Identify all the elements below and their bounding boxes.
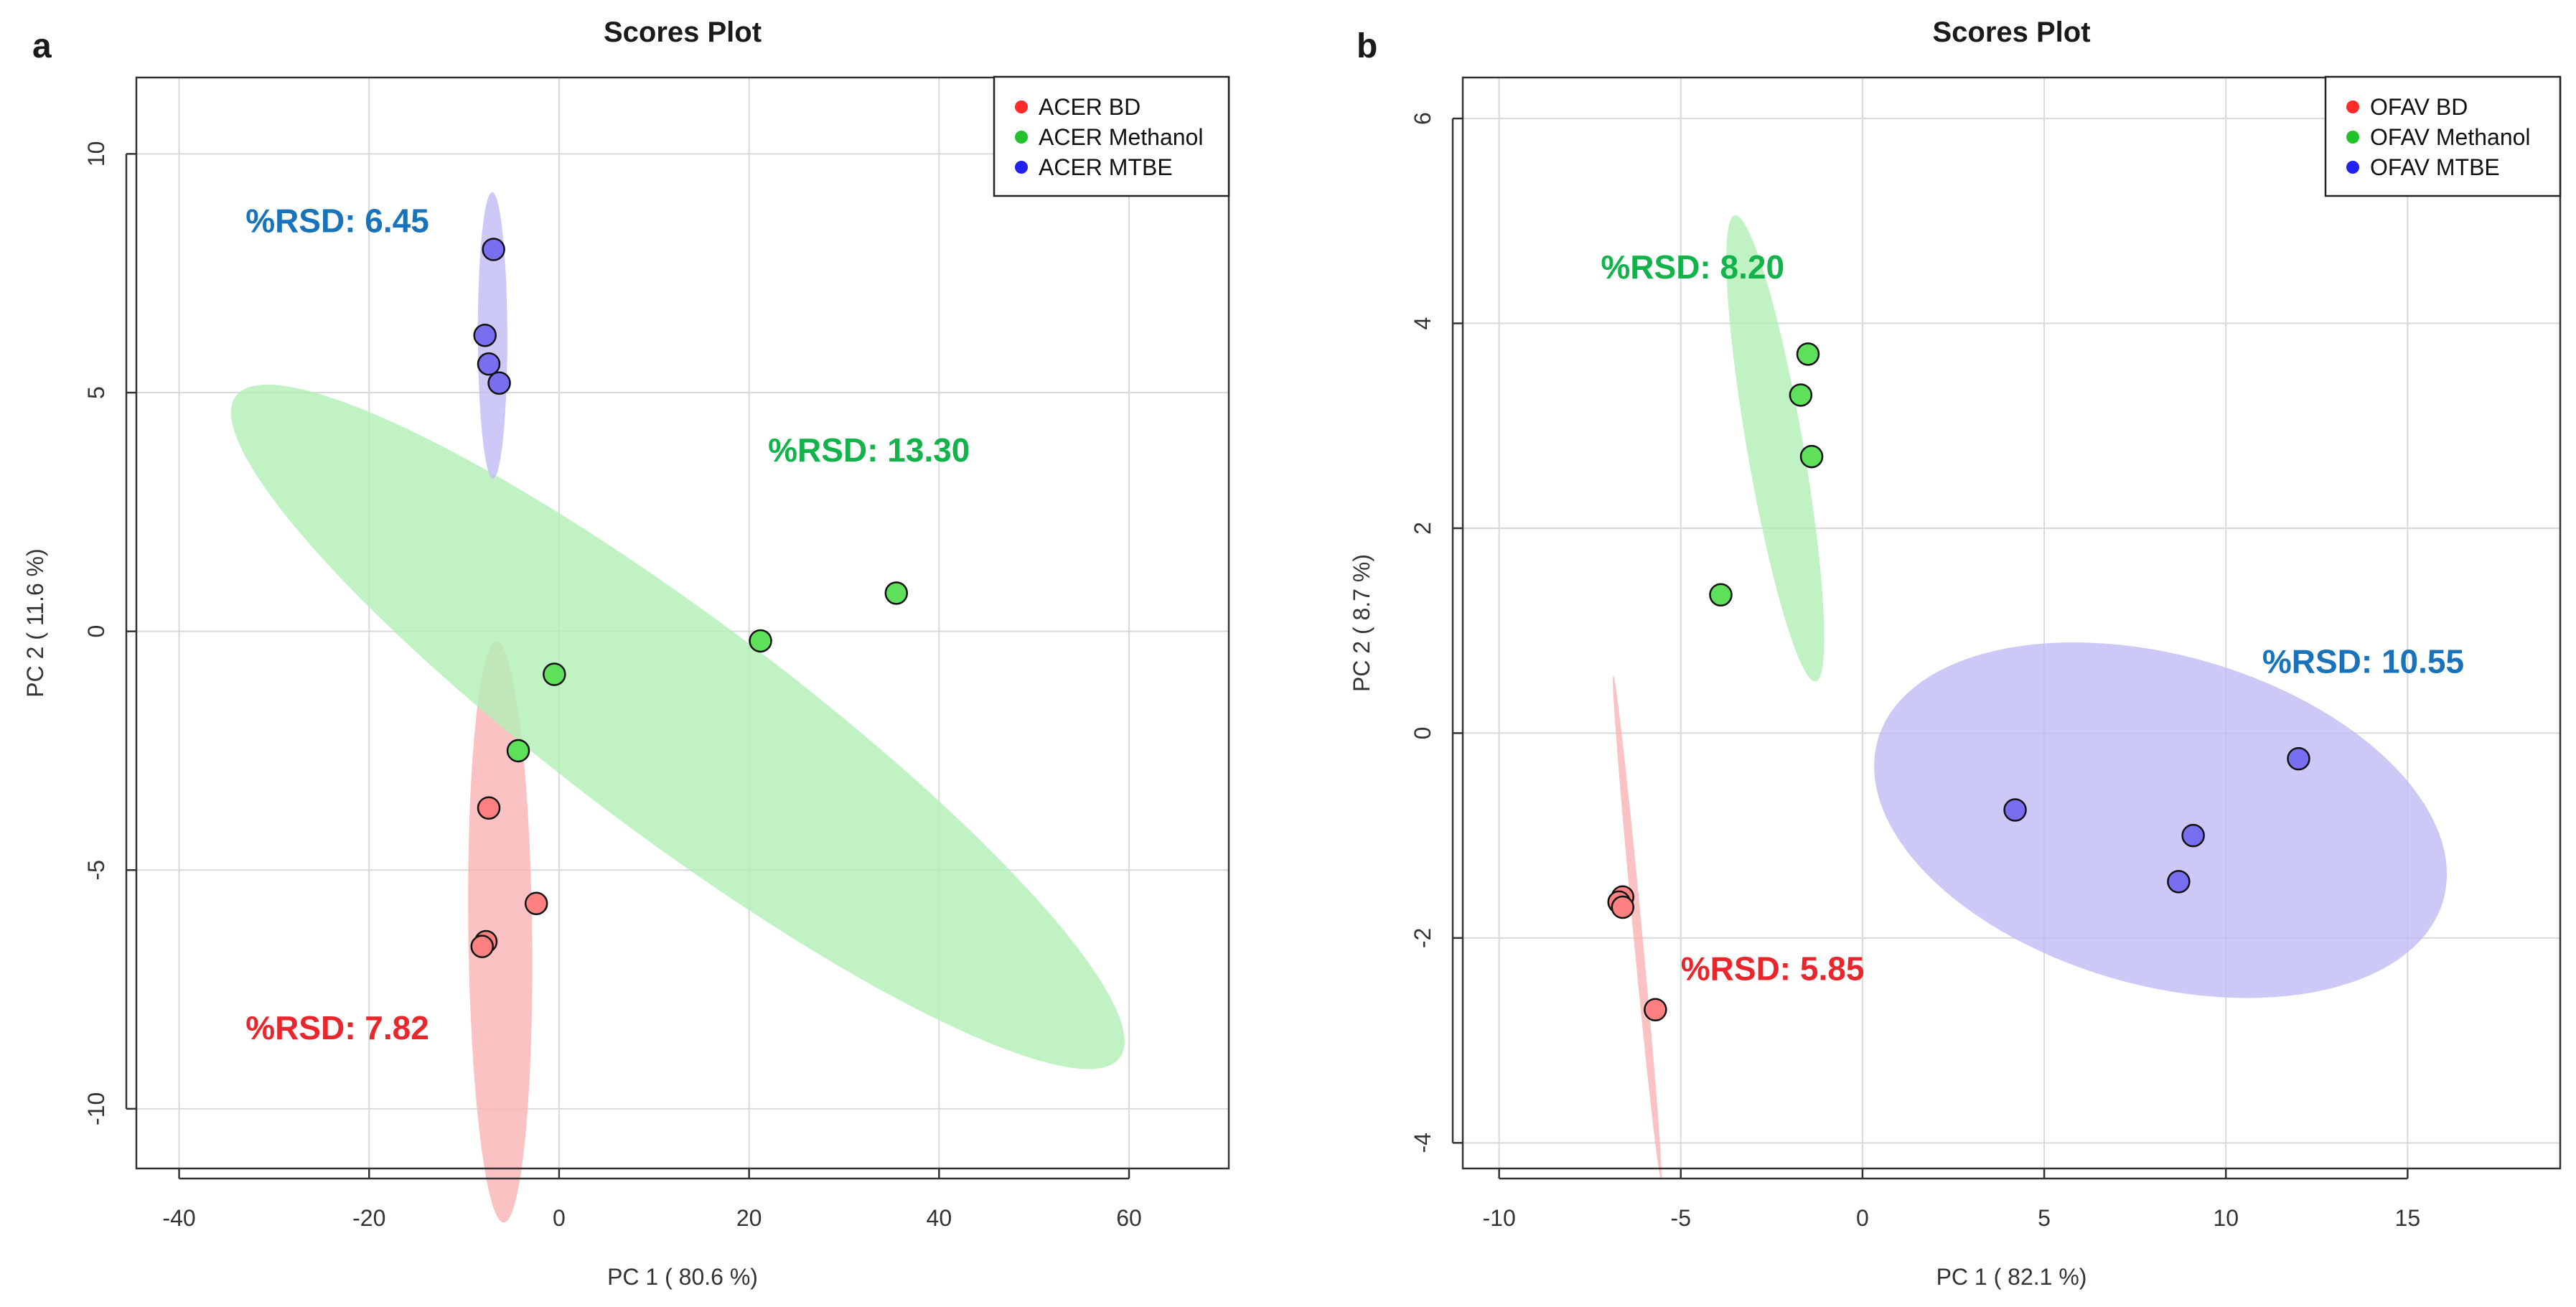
data-point-2: [2181, 823, 2205, 848]
confidence-ellipse-0: [1613, 675, 1662, 1181]
y-tick-label: -4: [1410, 1133, 1435, 1153]
x-tick-label: 60: [1116, 1205, 1142, 1231]
x-tick-label: 0: [1856, 1205, 1869, 1231]
rsd-annotation: %RSD: 5.85: [1681, 950, 1865, 988]
y-axis-label: PC 2 ( 8.7 %): [1349, 554, 1374, 692]
x-tick-label: 20: [736, 1205, 762, 1231]
x-tick-label: 40: [927, 1205, 952, 1231]
x-tick-label: -20: [352, 1205, 385, 1231]
data-point-2: [473, 323, 497, 347]
confidence-ellipse-0: [468, 642, 533, 1223]
y-tick-label: 0: [1410, 727, 1435, 740]
legend: ACER BD ACER Methanol ACER MTBE: [993, 75, 1230, 197]
confidence-ellipse-1: [230, 384, 1125, 1069]
x-tick-label: 0: [553, 1205, 566, 1231]
y-tick-label: 4: [1410, 317, 1435, 330]
y-tick-label: -2: [1410, 928, 1435, 948]
y-tick-label: 0: [83, 625, 109, 638]
legend-label: OFAV MTBE: [2370, 154, 2500, 180]
data-point-2: [482, 238, 505, 261]
confidence-ellipse-1: [1726, 215, 1825, 682]
plot-frame: [1461, 76, 2562, 1170]
confidence-ellipse-2: [1874, 642, 2448, 998]
panel-label: b: [1357, 27, 1377, 65]
y-tick-label: 6: [1410, 112, 1435, 125]
legend-label: OFAV Methanol: [2370, 124, 2531, 150]
y-tick-label: 5: [83, 386, 109, 399]
chart-title: Scores Plot: [1932, 17, 2090, 48]
panel-label: a: [32, 27, 52, 65]
rsd-annotation: %RSD: 7.82: [245, 1009, 429, 1046]
x-tick-label: 15: [2395, 1205, 2421, 1231]
data-point-1: [1709, 583, 1733, 607]
data-point-2: [2003, 798, 2027, 822]
data-point-1: [749, 629, 772, 653]
legend-box: [2324, 75, 2562, 197]
y-tick-label: 10: [83, 141, 109, 167]
scores-plot-panel-b: b Scores Plot %RSD: 5.85 %RSD: 8.20 %RSD: 10…: [1349, 17, 2562, 1290]
legend-marker-2: [1015, 161, 1028, 174]
rsd-annotation: %RSD: 10.55: [2262, 643, 2464, 680]
data-point-2: [487, 371, 511, 395]
x-axis-label: PC 1 ( 80.6 %): [607, 1264, 758, 1290]
data-point-2: [2287, 746, 2310, 771]
rsd-annotation: %RSD: 13.30: [768, 431, 970, 469]
rsd-annotation: %RSD: 8.20: [1601, 248, 1784, 286]
data-point-0: [1611, 895, 1635, 919]
data-point-0: [1644, 998, 1667, 1022]
data-point-1: [506, 739, 530, 763]
x-axis-label: PC 1 ( 82.1 %): [1936, 1264, 2087, 1290]
data-point-2: [477, 352, 501, 376]
legend-marker-2: [2346, 161, 2359, 174]
legend-marker-1: [1015, 131, 1028, 144]
data-point-0: [477, 796, 501, 820]
legend-marker-1: [2346, 131, 2359, 144]
data-point-1: [1796, 342, 1820, 366]
x-tick-label: 10: [2213, 1205, 2239, 1231]
x-tick-label: -40: [162, 1205, 195, 1231]
scores-plot-panel-a: a Scores Plot %RSD: 7.82 %RSD: 13.30 %RSD: 6…: [22, 17, 1230, 1290]
legend-box: [993, 75, 1230, 197]
data-point-0: [470, 934, 494, 958]
y-tick-label: -10: [83, 1092, 109, 1125]
legend-label: ACER MTBE: [1039, 154, 1173, 180]
data-point-1: [1799, 444, 1824, 469]
y-tick-label: -5: [83, 860, 109, 880]
legend-marker-0: [2346, 100, 2359, 113]
y-tick-label: 2: [1410, 522, 1435, 535]
plot-frame: [135, 76, 1230, 1170]
data-point-1: [884, 581, 909, 605]
data-point-1: [543, 662, 566, 686]
legend-marker-0: [1015, 100, 1028, 113]
legend-label: OFAV BD: [2370, 94, 2468, 120]
rsd-annotation: %RSD: 6.45: [245, 202, 429, 240]
legend-label: ACER BD: [1039, 94, 1141, 120]
chart-title: Scores Plot: [604, 17, 762, 48]
data-point-1: [1789, 383, 1813, 407]
x-tick-label: -5: [1671, 1205, 1691, 1231]
y-axis-label: PC 2 ( 11.6 %): [22, 548, 48, 697]
legend: OFAV BD OFAV Methanol OFAV MTBE: [2324, 75, 2562, 197]
data-point-2: [2167, 870, 2191, 894]
x-tick-label: -10: [1483, 1205, 1516, 1231]
x-tick-label: 5: [2038, 1205, 2051, 1231]
legend-label: ACER Methanol: [1039, 124, 1203, 150]
data-point-0: [524, 891, 548, 916]
